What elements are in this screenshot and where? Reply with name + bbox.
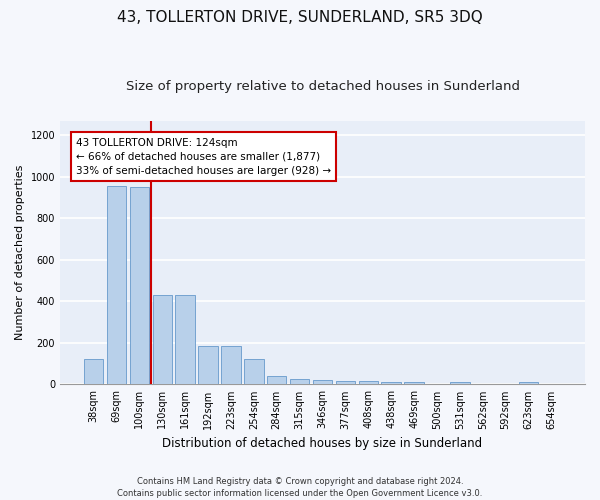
Text: 43, TOLLERTON DRIVE, SUNDERLAND, SR5 3DQ: 43, TOLLERTON DRIVE, SUNDERLAND, SR5 3DQ (117, 10, 483, 25)
Title: Size of property relative to detached houses in Sunderland: Size of property relative to detached ho… (125, 80, 520, 93)
Bar (519, 382, 538, 384)
Y-axis label: Number of detached properties: Number of detached properties (15, 165, 25, 340)
Bar (313, 380, 332, 384)
Text: Contains HM Land Registry data © Crown copyright and database right 2024.
Contai: Contains HM Land Registry data © Crown c… (118, 476, 482, 498)
Bar (335, 382, 355, 384)
Bar (382, 382, 401, 384)
Bar (404, 382, 424, 384)
Bar (175, 295, 195, 384)
Bar (152, 295, 172, 384)
Bar (84, 360, 103, 384)
Bar (267, 376, 286, 384)
X-axis label: Distribution of detached houses by size in Sunderland: Distribution of detached houses by size … (163, 437, 482, 450)
Bar (244, 360, 263, 384)
Bar (290, 379, 310, 384)
Bar (199, 346, 218, 385)
Bar (221, 346, 241, 385)
Bar (450, 382, 470, 384)
Bar (130, 187, 149, 384)
Text: 43 TOLLERTON DRIVE: 124sqm
← 66% of detached houses are smaller (1,877)
33% of s: 43 TOLLERTON DRIVE: 124sqm ← 66% of deta… (76, 138, 331, 175)
Bar (107, 186, 126, 384)
Bar (359, 382, 378, 384)
